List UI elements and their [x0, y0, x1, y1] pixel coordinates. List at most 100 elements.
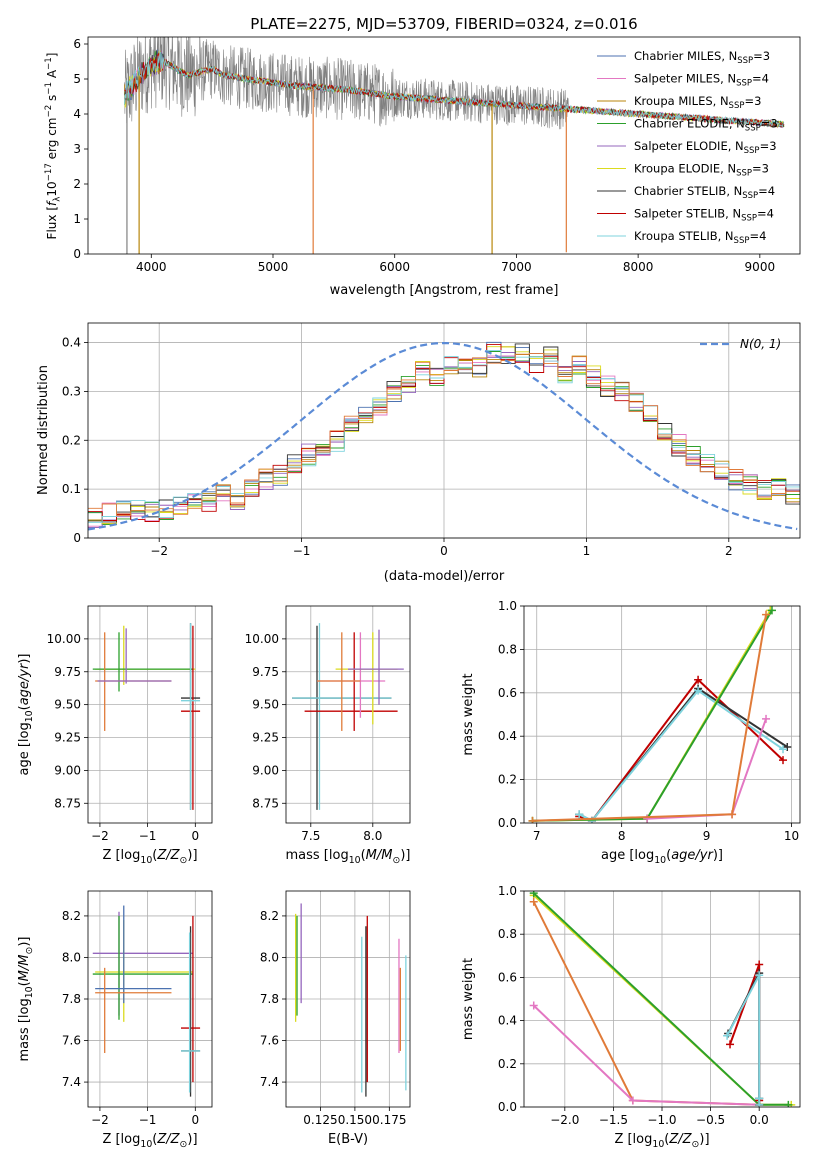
weight-marker	[529, 891, 538, 898]
label-part: ⊙	[180, 1139, 188, 1150]
legend-label: Kroupa STELIB, NSSP=4	[634, 229, 766, 246]
legend-sub: SSP	[729, 101, 745, 111]
plot-area	[528, 606, 792, 823]
weight_vs_age-axes: 7 8 9 10 0.0 0.2 0.4 0.6 0.8 1.0	[498, 599, 801, 843]
x-tick-label: −2	[91, 1113, 109, 1127]
legend-label: Chabrier MILES, NSSP=3	[634, 49, 770, 66]
axes-frame	[285, 890, 411, 1108]
x-tick-label: 0	[440, 544, 448, 558]
legend-text: Salpeter MILES, N	[634, 72, 736, 86]
label-part: f	[45, 200, 59, 206]
weight-marker	[575, 810, 584, 819]
weight-marker	[755, 971, 764, 980]
legend-tail: =4	[749, 229, 766, 243]
legend-sub: SSP	[741, 214, 757, 224]
legend-text: Salpeter STELIB, N	[634, 207, 741, 221]
x-tick-label: 4000	[136, 260, 167, 274]
x-tick-label: 5000	[258, 260, 289, 274]
normal-curve	[88, 342, 798, 531]
histogram-series	[88, 352, 800, 516]
y-tick-label: 8.75	[252, 796, 279, 810]
spectrum-xlabel: wavelength [Angstrom, rest frame]	[330, 283, 559, 298]
y-tick-label: 8.2	[260, 909, 279, 923]
weight-marker	[694, 675, 703, 684]
y-tick-label: 9.50	[252, 698, 279, 712]
y-tick-label: 7.8	[260, 992, 279, 1006]
label-part: age/yr	[671, 848, 714, 863]
legend-text: Chabrier STELIB, N	[634, 184, 742, 198]
weight-marker	[694, 686, 703, 695]
weight-marker	[628, 1096, 637, 1105]
histogram-series	[88, 346, 800, 525]
label-part: (	[664, 1132, 669, 1147]
axes-frame	[87, 890, 213, 1108]
legend-sub: SSP	[736, 169, 752, 179]
weight-marker	[528, 816, 537, 823]
y-tick-label: 1.0	[498, 884, 517, 898]
label-part: Z/Z	[156, 1132, 180, 1147]
y-tick-label: 3	[73, 142, 81, 156]
legend-label: Salpeter MILES, NSSP=4	[634, 72, 769, 89]
axes-frame	[87, 36, 801, 255]
x-tick-label: −2	[91, 829, 109, 843]
mass_vs_EBV-xlabel: E(B-V)	[328, 1132, 368, 1147]
x-tick-label: 0.150	[338, 1113, 372, 1127]
legend-sub: SSP	[744, 146, 760, 156]
age_vs_Z-xlabel: Z [log10(Z/Z⊙)]	[102, 848, 197, 866]
y-tick-label: 0.2	[62, 433, 81, 447]
label-part: )]	[187, 848, 197, 863]
legend-sub: SSP	[736, 79, 752, 89]
y-tick-label: 0.6	[498, 686, 517, 700]
label-part: 10	[24, 986, 35, 998]
weight_vs_age-xlabel: age [log10(age/yr)]	[601, 848, 723, 866]
weight-marker	[726, 1040, 735, 1049]
label-part: mass [log	[286, 848, 349, 863]
histogram-axes: −2 −1 0 1 2 0 0.1 0.2 0.3 0.4	[62, 322, 801, 558]
legend-text: Kroupa STELIB, N	[634, 229, 734, 243]
y-tick-label: 1.0	[498, 599, 517, 613]
x-tick-label: −1.5	[599, 1113, 628, 1127]
y-tick-label: 0.0	[498, 816, 517, 830]
label-part: )]	[699, 1132, 709, 1147]
y-tick-label: 5	[73, 72, 81, 86]
mass_vs_Z-axes: −2 −1 0 7.4 7.6 7.8 8.0 8.2	[62, 890, 213, 1127]
spectrum-ylabel: Flux [fλ10−17 erg cm−2 s−1 A−1]	[44, 53, 62, 240]
label-part: M/M	[366, 848, 393, 863]
y-tick-label: 2	[73, 177, 81, 191]
weight-series	[533, 892, 789, 1106]
label-part: (	[17, 981, 32, 986]
spectrum-title: PLATE=2275, MJD=53709, FIBERID=0324, z=0…	[250, 15, 637, 33]
label-part: )]	[187, 1132, 197, 1147]
x-tick-label: 7	[533, 829, 541, 843]
legend-text: Kroupa ELODIE, N	[634, 162, 736, 176]
legend-label: Chabrier ELODIE, NSSP=3	[634, 117, 778, 134]
y-tick-label: 8.0	[62, 950, 81, 964]
age_vs_Z-axes: −2 −1 0 8.75 9.00 9.25 9.50 9.75 10.00	[47, 605, 213, 843]
label-part: −17	[44, 163, 54, 181]
legend-text: Salpeter ELODIE, N	[634, 139, 744, 153]
x-tick-label: 8	[618, 829, 626, 843]
x-tick-label: 1	[583, 544, 591, 558]
weight-marker	[643, 814, 652, 823]
y-tick-label: 7.6	[62, 1034, 81, 1048]
label-part: s	[45, 95, 59, 105]
label-part: Z [log	[102, 848, 140, 863]
y-tick-label: 9.25	[54, 731, 81, 745]
label-part: −1	[44, 57, 54, 70]
plot-area	[88, 341, 800, 531]
y-tick-label: 9.75	[252, 665, 279, 679]
y-tick-label: 8.2	[62, 909, 81, 923]
age_vs_Z-ylabel: age [log10(age/yr)]	[17, 653, 35, 775]
weight-series	[578, 689, 784, 823]
legend-tail: =3	[753, 49, 770, 63]
label-part: )]	[400, 848, 410, 863]
x-tick-label: 7.5	[301, 829, 320, 843]
legend-tail: =4	[752, 72, 769, 86]
histogram-series	[88, 351, 800, 525]
label-part: (	[17, 705, 32, 710]
legend-label: Kroupa ELODIE, NSSP=3	[634, 162, 769, 179]
label-part: (	[666, 848, 671, 863]
weight_vs_Z-ylabel: mass weight	[461, 958, 476, 1040]
weight-marker	[755, 1094, 764, 1103]
y-tick-label: 0.8	[498, 927, 517, 941]
